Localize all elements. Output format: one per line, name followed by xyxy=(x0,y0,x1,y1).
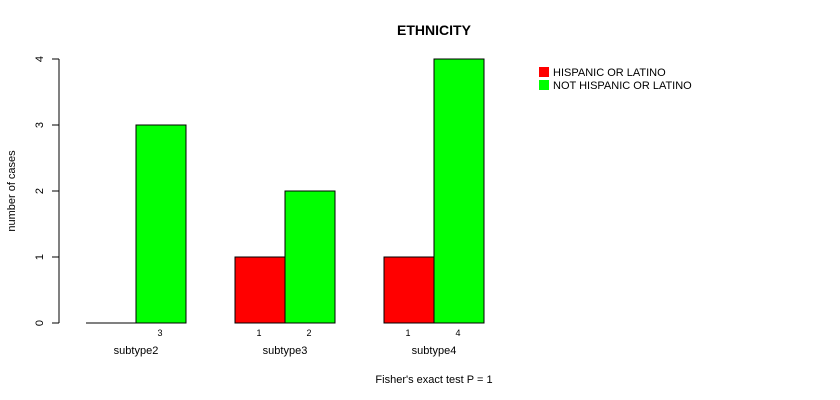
chart-title: ETHNICITY xyxy=(397,22,472,38)
y-tick-label: 1 xyxy=(34,254,46,260)
x-axis-labels: subtype2 subtype3 subtype4 xyxy=(114,345,457,357)
x-axis-label: Fisher's exact test P = 1 xyxy=(375,374,492,386)
y-tick-label: 4 xyxy=(34,56,46,62)
y-tick-label: 0 xyxy=(34,320,46,326)
bar xyxy=(433,58,485,324)
y-axis-label: number of cases xyxy=(6,150,18,232)
legend-entry: NOT HISPANIC OR LATINO xyxy=(553,80,692,92)
bar-count-label: 1 xyxy=(405,328,410,338)
bars: 3 1 2 1 4 xyxy=(86,58,485,338)
category-label: subtype4 xyxy=(412,345,457,357)
bar-count-label: 4 xyxy=(455,328,460,338)
bar-count-label: 1 xyxy=(256,328,261,338)
legend-swatch xyxy=(539,67,549,77)
legend-swatch xyxy=(539,80,549,90)
bar xyxy=(234,256,286,324)
bar xyxy=(383,256,435,324)
legend-entry: HISPANIC OR LATINO xyxy=(553,67,666,79)
y-axis: 0 1 2 3 4 xyxy=(34,56,60,326)
bar xyxy=(284,190,336,324)
y-tick-label: 3 xyxy=(34,122,46,128)
category-label: subtype2 xyxy=(114,345,159,357)
bar xyxy=(135,124,187,324)
bar-count-label: 3 xyxy=(157,328,162,338)
y-tick-label: 2 xyxy=(34,188,46,194)
category-label: subtype3 xyxy=(263,345,308,357)
bar-count-label: 2 xyxy=(306,328,311,338)
